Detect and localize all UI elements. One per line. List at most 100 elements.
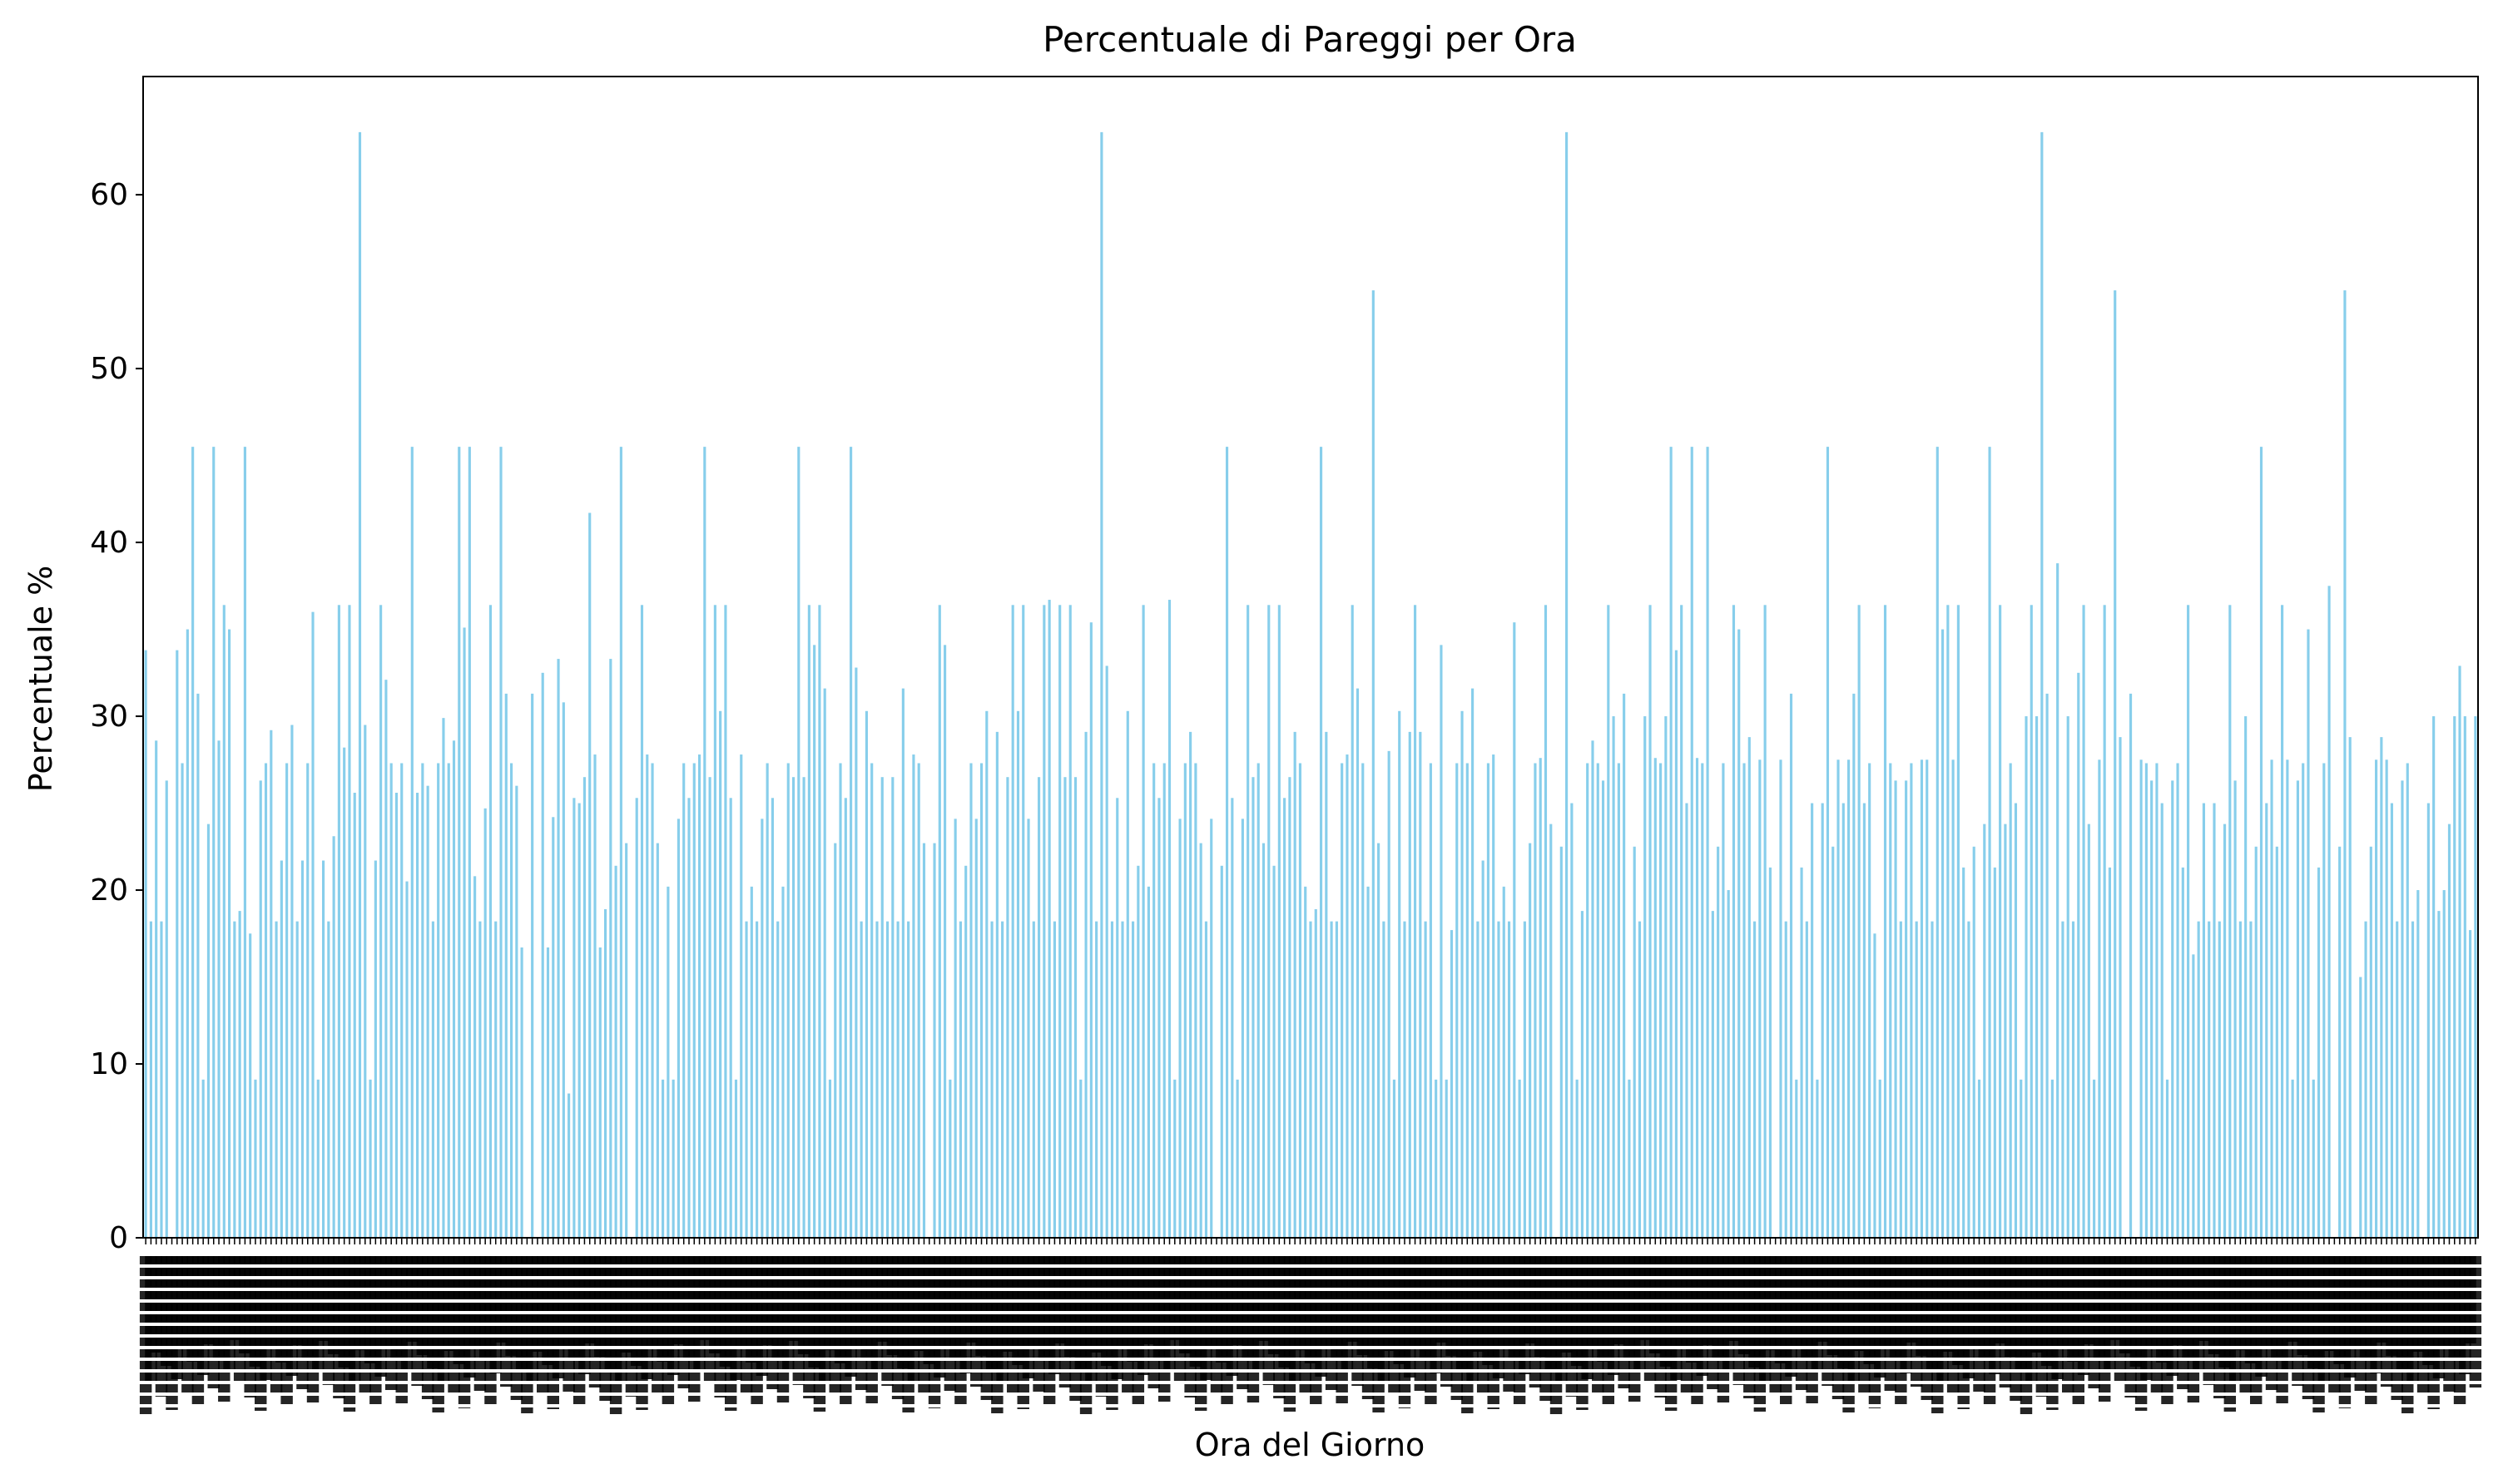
- bar-68: [499, 447, 503, 1238]
- bar-120: [771, 798, 774, 1238]
- bar-362: [2035, 716, 2039, 1238]
- bar-196: [1167, 600, 1172, 1238]
- bar-52: [415, 793, 419, 1238]
- bar-281: [1612, 716, 1615, 1238]
- bar-409: [2281, 605, 2284, 1238]
- bar-325: [1841, 803, 1845, 1238]
- bar-153: [944, 645, 947, 1238]
- bar-151: [933, 843, 936, 1238]
- bar-225: [1319, 447, 1323, 1238]
- bar-395: [2208, 921, 2211, 1238]
- bar-376: [2108, 867, 2112, 1238]
- bar-117: [756, 921, 759, 1238]
- bar-260: [1502, 886, 1505, 1238]
- bar-137: [860, 921, 863, 1238]
- bar-21: [254, 1079, 257, 1238]
- bar-384: [2150, 780, 2154, 1238]
- bar-61: [463, 627, 466, 1238]
- bar-16: [228, 629, 231, 1238]
- bar-27: [285, 763, 289, 1238]
- bar-337: [1905, 780, 1908, 1238]
- bar-323: [1831, 846, 1835, 1238]
- bar-434: [2411, 921, 2415, 1238]
- bar-9: [191, 447, 195, 1238]
- bar-444: [2463, 716, 2466, 1238]
- bar-374: [2098, 759, 2101, 1238]
- bar-274: [1575, 1079, 1579, 1238]
- bar-90: [614, 865, 617, 1238]
- bar-350: [1972, 846, 1975, 1238]
- bar-192: [1147, 886, 1150, 1238]
- bar-238: [1387, 750, 1390, 1238]
- bar-385: [2155, 763, 2159, 1238]
- bar-105: [692, 763, 696, 1238]
- bar-160: [979, 763, 984, 1238]
- bar-176: [1063, 777, 1067, 1238]
- bar-310: [1763, 605, 1767, 1238]
- bar-29: [295, 921, 299, 1238]
- bar-370: [2077, 672, 2080, 1238]
- bar-222: [1304, 886, 1307, 1238]
- bar-397: [2218, 921, 2221, 1238]
- bar-346: [1951, 759, 1955, 1238]
- bar-375: [2103, 605, 2106, 1238]
- chart-title: Percentuale di Pareggi per Ora: [1043, 19, 1577, 60]
- bar-58: [447, 763, 450, 1238]
- bar-70: [509, 763, 513, 1238]
- bar-221: [1298, 763, 1302, 1238]
- bar-330: [1868, 763, 1871, 1238]
- bar-124: [791, 777, 796, 1238]
- bar-367: [2061, 921, 2064, 1238]
- bar-31: [306, 763, 310, 1238]
- bar-232: [1356, 688, 1360, 1238]
- bar-234: [1366, 886, 1370, 1238]
- bar-13: [212, 447, 216, 1238]
- bar-180: [1084, 731, 1088, 1238]
- bar-155: [954, 819, 957, 1238]
- bar-0: [144, 650, 147, 1238]
- bar-81: [568, 1093, 571, 1238]
- bar-8: [186, 629, 189, 1238]
- bar-229: [1341, 763, 1344, 1238]
- bar-347: [1956, 605, 1960, 1238]
- bar-342: [1931, 921, 1934, 1238]
- bar-407: [2270, 759, 2273, 1238]
- bar-418: [2327, 586, 2331, 1238]
- bar-363: [2040, 131, 2044, 1238]
- bar-441: [2447, 824, 2451, 1238]
- bar-45: [379, 605, 383, 1238]
- bar-114: [740, 754, 743, 1238]
- y-tick-label-50: 50: [90, 352, 128, 386]
- bar-393: [2197, 921, 2200, 1238]
- bar-410: [2286, 759, 2289, 1238]
- bar-277: [1591, 740, 1594, 1238]
- bar-191: [1142, 605, 1145, 1238]
- bar-156: [959, 921, 962, 1238]
- bar-184: [1105, 665, 1108, 1238]
- bar-220: [1293, 731, 1296, 1238]
- bar-1: [149, 921, 152, 1238]
- bar-161: [985, 710, 989, 1238]
- bar-109: [713, 605, 716, 1238]
- bar-348: [1962, 867, 1965, 1238]
- bar-357: [2009, 763, 2012, 1238]
- bar-352: [1983, 824, 1986, 1238]
- bar-430: [2390, 803, 2393, 1238]
- bar-365: [2050, 1079, 2054, 1238]
- bar-272: [1565, 131, 1569, 1238]
- bar-77: [546, 947, 550, 1238]
- bar-158: [969, 763, 973, 1238]
- bar-246: [1429, 763, 1432, 1238]
- bar-255: [1476, 921, 1479, 1238]
- bar-78: [552, 817, 555, 1238]
- bar-377: [2114, 290, 2117, 1238]
- bar-422: [2348, 737, 2352, 1238]
- bar-256: [1481, 860, 1484, 1238]
- bar-47: [389, 763, 393, 1238]
- bar-72: [520, 947, 523, 1238]
- bar-177: [1068, 605, 1072, 1238]
- bar-218: [1283, 798, 1286, 1238]
- x-axis-label: Ora del Giorno: [1195, 1427, 1425, 1463]
- bar-378: [2119, 737, 2122, 1238]
- bar-53: [421, 763, 424, 1238]
